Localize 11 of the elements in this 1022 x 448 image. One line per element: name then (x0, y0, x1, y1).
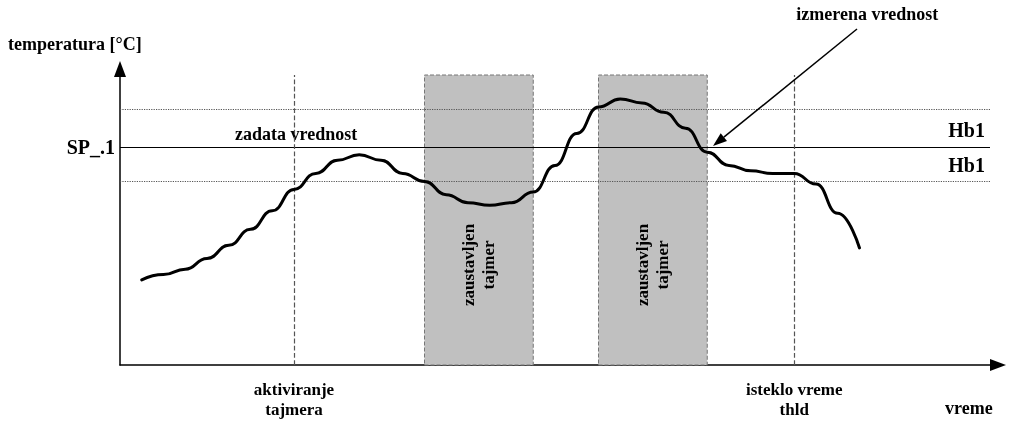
ref-line-label: Hb1 (948, 118, 985, 141)
annotation: zaustavljen tajmer (459, 223, 499, 307)
annotation: zadata vrednost (235, 123, 358, 144)
x-axis-title: vreme (945, 398, 993, 418)
x-tick-label: isteklo vreme thld (746, 379, 843, 419)
x-tick-label: aktiviranje tajmera (253, 379, 335, 419)
ref-line-label: SP_.1 (66, 135, 115, 158)
text: izmerena vrednost (796, 4, 939, 25)
y-axis-title: temperatura [°C] (8, 34, 142, 54)
ref-line-label: Hb1 (948, 154, 985, 177)
annotation: zaustavljen tajmer (633, 223, 673, 307)
